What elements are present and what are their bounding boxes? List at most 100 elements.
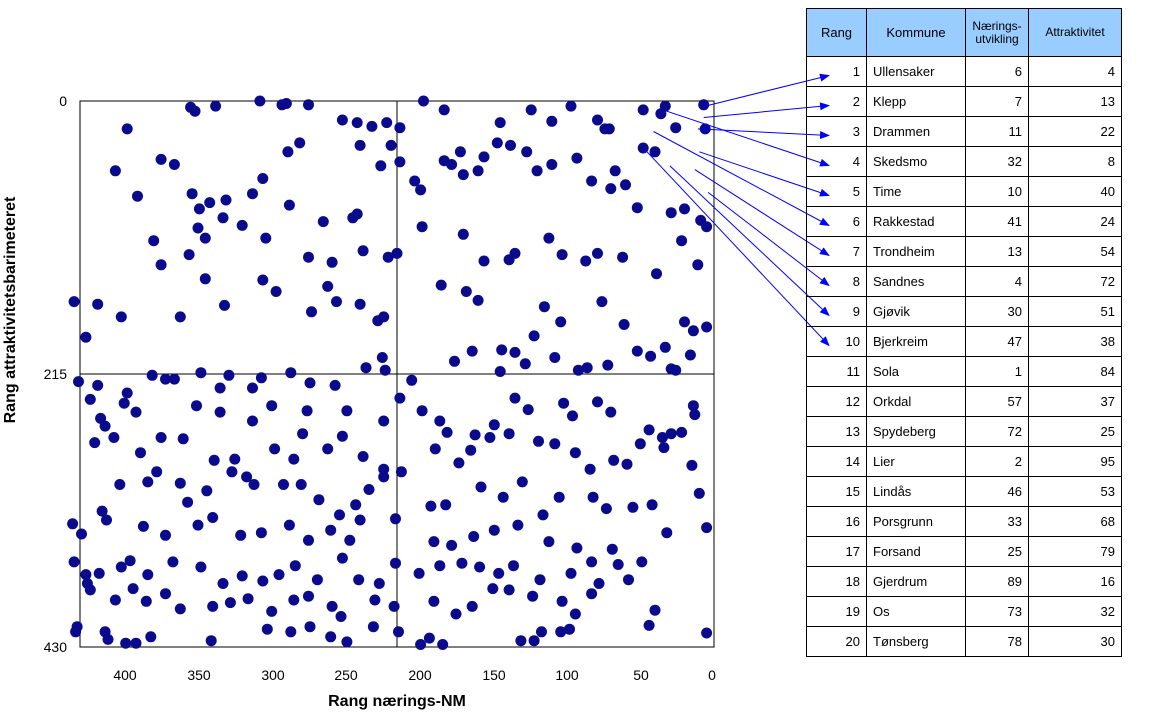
data-point xyxy=(423,632,435,644)
data-point xyxy=(220,194,232,206)
data-point xyxy=(634,438,646,450)
data-point xyxy=(257,173,269,184)
data-point xyxy=(297,428,309,440)
data-point xyxy=(353,574,365,586)
data-point xyxy=(283,199,295,211)
data-point xyxy=(581,362,593,374)
data-point xyxy=(488,419,500,431)
table-row: 16 Porsgrunn 33 68 xyxy=(806,506,1122,537)
x-tick-label: 150 xyxy=(482,667,506,683)
data-point xyxy=(385,139,397,151)
data-point xyxy=(109,165,121,177)
kommune-cell: Porsgrunn xyxy=(866,506,966,537)
data-point xyxy=(375,160,387,172)
data-point xyxy=(334,509,345,521)
data-point xyxy=(527,590,539,602)
attr-cell: 38 xyxy=(1028,326,1122,357)
table-row: 2 Klepp 7 13 xyxy=(806,86,1122,117)
naering-cell: 33 xyxy=(965,506,1029,537)
data-point xyxy=(155,432,167,443)
data-point xyxy=(248,479,260,490)
data-point xyxy=(609,165,621,177)
data-point xyxy=(659,341,671,353)
data-point xyxy=(571,542,583,554)
data-point xyxy=(465,444,477,456)
table-row: 9 Gjøvik 30 51 xyxy=(806,296,1122,327)
data-point xyxy=(631,202,643,214)
data-point xyxy=(533,435,544,447)
data-points xyxy=(67,95,713,650)
attr-cell: 16 xyxy=(1028,566,1122,597)
data-point xyxy=(450,608,462,620)
data-point xyxy=(592,247,603,259)
data-point xyxy=(665,428,677,440)
rang-cell: 6 xyxy=(806,206,867,237)
data-point xyxy=(108,432,120,443)
attr-cell: 68 xyxy=(1028,506,1122,537)
data-point xyxy=(160,529,171,541)
data-point xyxy=(373,578,385,589)
data-point xyxy=(288,453,300,465)
data-point xyxy=(118,397,130,409)
data-point xyxy=(434,415,446,427)
rang-cell: 17 xyxy=(806,536,867,567)
data-point xyxy=(521,146,533,158)
data-point xyxy=(115,561,127,573)
data-point xyxy=(351,117,363,129)
data-point xyxy=(555,626,567,638)
kommune-cell: Os xyxy=(866,596,966,627)
rang-cell: 2 xyxy=(806,86,867,117)
data-point xyxy=(621,458,633,470)
data-point xyxy=(643,424,655,436)
data-point xyxy=(199,232,211,244)
data-point xyxy=(329,379,341,391)
data-point xyxy=(369,594,381,606)
data-point xyxy=(282,146,294,158)
attr-cell: 37 xyxy=(1028,386,1122,417)
table-row: 7 Trondheim 13 54 xyxy=(806,236,1122,267)
data-point xyxy=(605,183,617,195)
data-point xyxy=(217,212,229,224)
data-point xyxy=(266,605,278,617)
data-point xyxy=(73,376,84,388)
data-point xyxy=(182,496,194,508)
data-point xyxy=(567,410,578,422)
data-point xyxy=(109,594,121,606)
naering-cell: 1 xyxy=(965,356,1029,387)
data-point xyxy=(378,415,390,427)
table-row: 4 Skedsmo 32 8 xyxy=(806,146,1122,177)
data-point xyxy=(636,556,648,568)
kommune-cell: Drammen xyxy=(866,116,966,147)
x-tick-label: 350 xyxy=(187,667,211,683)
data-point xyxy=(289,560,301,572)
data-point xyxy=(469,429,481,441)
data-point xyxy=(468,531,480,542)
data-point xyxy=(132,190,143,202)
data-point xyxy=(592,396,603,408)
data-point xyxy=(142,476,154,488)
data-point xyxy=(472,294,484,306)
data-point xyxy=(378,471,390,483)
data-point xyxy=(207,600,219,612)
ranking-table: Rang Kommune Nærings-utvikling Attraktiv… xyxy=(806,8,1122,657)
data-point xyxy=(160,373,171,385)
table-row: 14 Lier 2 95 xyxy=(806,446,1122,477)
data-point xyxy=(646,499,658,511)
data-point xyxy=(303,590,314,602)
attr-cell: 95 xyxy=(1028,446,1122,477)
attr-cell: 72 xyxy=(1028,266,1122,297)
data-point xyxy=(326,256,338,268)
data-point xyxy=(304,621,316,633)
data-point xyxy=(534,574,546,586)
data-point xyxy=(189,105,201,117)
data-point xyxy=(208,454,220,466)
data-point xyxy=(631,345,643,357)
data-point xyxy=(229,453,241,465)
attr-cell: 79 xyxy=(1028,536,1122,567)
data-point xyxy=(84,584,96,596)
data-point xyxy=(478,151,490,163)
data-point xyxy=(142,569,154,581)
data-point xyxy=(525,104,537,116)
data-point xyxy=(226,466,238,478)
data-point xyxy=(115,311,127,323)
